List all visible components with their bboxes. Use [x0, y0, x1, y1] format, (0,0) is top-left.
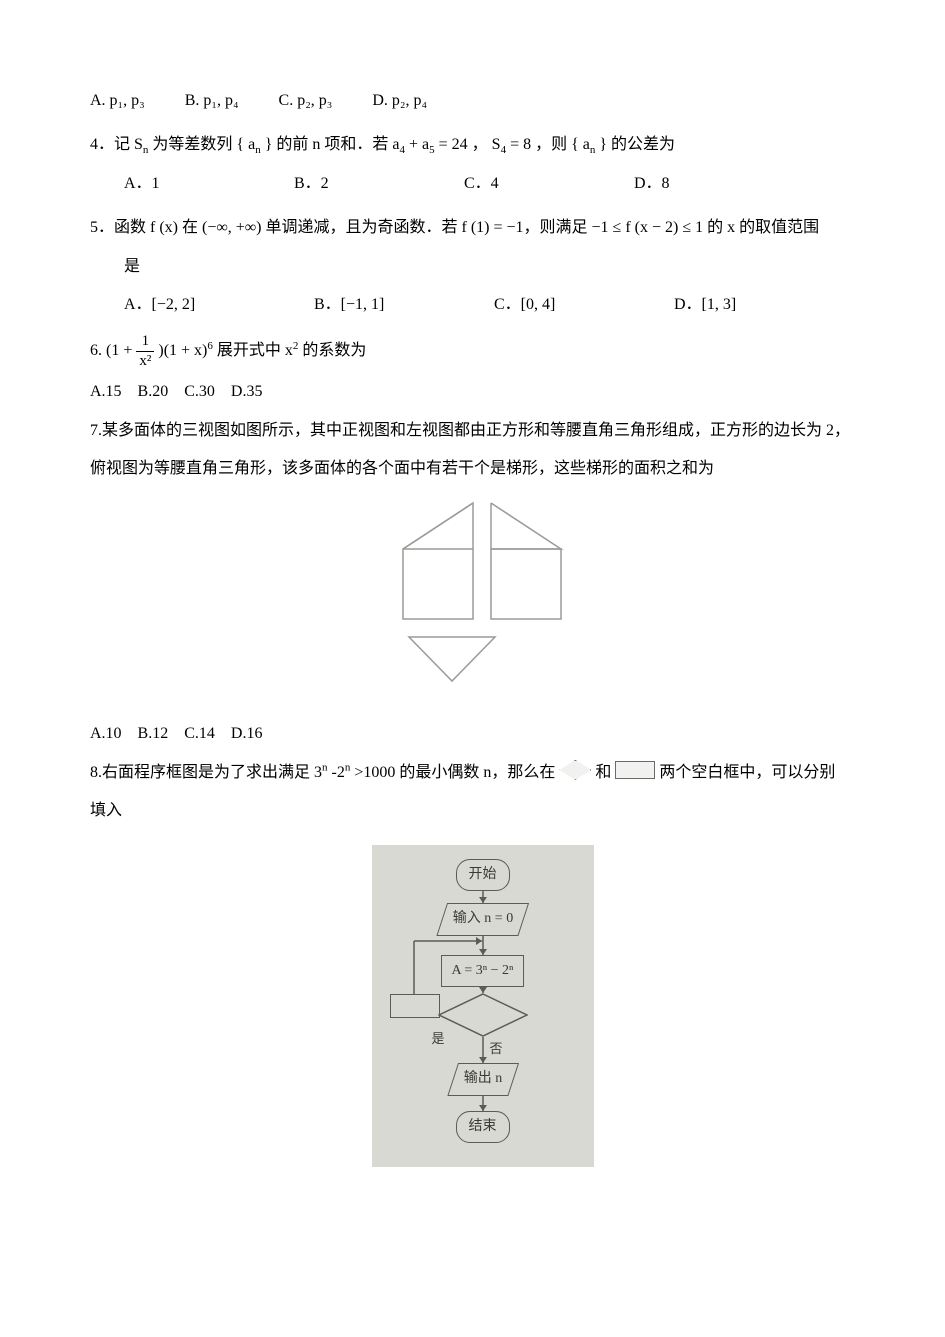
q6-stem: 6. (1 + 1 x² )(1 + x)6 展开式中 x2 的系数为 — [90, 334, 875, 369]
q5-opt-c: C．[0, 4] — [494, 290, 674, 320]
q4-sub1: n — [143, 145, 149, 157]
q6-frac-num: 1 — [136, 334, 154, 352]
flow-process: A = 3ⁿ − 2ⁿ — [441, 955, 525, 988]
q5-opt-a: A．[−2, 2] — [124, 290, 314, 320]
flow-end: 结束 — [456, 1111, 510, 1144]
q3-opt-a: A. p₁, p₃ — [90, 86, 145, 116]
flow-input: 输入 n = 0 — [436, 903, 529, 936]
q5-line2: 是 — [124, 252, 875, 282]
q6-frac-den: x² — [136, 352, 154, 369]
q8-sup1: n — [322, 762, 328, 774]
q5-line1: 5．函数 f (x) 在 (−∞, +∞) 单调递减，且为奇函数．若 f (1)… — [90, 213, 875, 243]
q4-sub4: 5 — [429, 145, 435, 157]
three-views-svg — [373, 499, 593, 709]
q4-sub6: n — [590, 145, 596, 157]
flow-start: 开始 — [456, 859, 510, 892]
q4-t5: = 24 ， S — [439, 136, 501, 153]
q4-sub2: n — [255, 145, 261, 157]
flow-decision — [438, 993, 528, 1037]
q4-sub5: 4 — [501, 145, 507, 157]
q4-t7: } 的公差为 — [599, 136, 675, 153]
q8-flowchart: 开始 输入 n = 0 A = 3ⁿ − 2ⁿ 输出 n 结束 是 否 — [90, 845, 875, 1167]
q3-opt-d: D. p₂, p₄ — [372, 86, 427, 116]
flow-input-text: 输入 n = 0 — [452, 906, 512, 933]
q4-t4: + a — [409, 136, 429, 153]
q8-t2: -2 — [332, 764, 345, 781]
q4-opt-a: A．1 — [124, 169, 294, 199]
q8-line2: 填入 — [90, 796, 875, 826]
q8-line1: 8.右面程序框图是为了求出满足 3n -2n >1000 的最小偶数 n，那么在… — [90, 757, 875, 788]
q4-t3: } 的前 n 项和．若 a — [265, 136, 400, 153]
q3-options: A. p₁, p₃ B. p₁, p₄ C. p₂, p₃ D. p₂, p₄ — [90, 86, 875, 116]
q4-t2: 为等差数列 { a — [152, 136, 255, 153]
flow-output-text: 输出 n — [463, 1066, 502, 1093]
q4-opt-d: D．8 — [634, 169, 804, 199]
flow-blank-box — [390, 994, 440, 1018]
flow-output: 输出 n — [447, 1063, 518, 1096]
q6-t1: 6. (1 + — [90, 343, 136, 360]
q6-sup6: 6 — [207, 340, 213, 352]
q5-opt-d: D．[1, 3] — [674, 290, 834, 320]
q7-line1: 7.某多面体的三视图如图所示，其中正视图和左视图都由正方形和等腰直角三角形组成，… — [90, 416, 875, 446]
q6-frac: 1 x² — [136, 334, 154, 369]
q5-options: A．[−2, 2] B．[−1, 1] C．[0, 4] D．[1, 3] — [124, 290, 875, 320]
rect-blank-icon — [615, 761, 655, 779]
q4-t1: 4．记 S — [90, 136, 143, 153]
flow-yes-label: 是 — [432, 1027, 445, 1052]
flow-no-label: 否 — [490, 1037, 503, 1062]
q8-t3: >1000 的最小偶数 n，那么在 — [354, 764, 559, 781]
q8-t4: 和 — [595, 764, 615, 781]
q7-figure — [90, 499, 875, 709]
q8-t5: 两个空白框中，可以分别 — [659, 764, 835, 781]
diamond-blank-icon — [559, 760, 591, 780]
q6-t2: )(1 + x) — [158, 343, 207, 360]
q8-t1: 8.右面程序框图是为了求出满足 3 — [90, 764, 322, 781]
q7-line2: 俯视图为等腰直角三角形，该多面体的各个面中有若干个是梯形，这些梯形的面积之和为 — [90, 454, 875, 484]
q5-opt-b: B．[−1, 1] — [314, 290, 494, 320]
q4-options: A．1 B．2 C．4 D．8 — [124, 169, 875, 199]
q8-sup2: n — [345, 762, 351, 774]
q6-sup2: 2 — [293, 340, 299, 352]
q3-opt-b: B. p₁, p₄ — [185, 86, 239, 116]
q6-t3: 展开式中 x — [217, 343, 293, 360]
q4-opt-b: B．2 — [294, 169, 464, 199]
q4-sub3: 4 — [400, 145, 406, 157]
q3-opt-c: C. p₂, p₃ — [279, 86, 333, 116]
q4-t6: = 8 ，则 { a — [510, 136, 590, 153]
q4-stem: 4．记 Sn 为等差数列 { an } 的前 n 项和．若 a4 + a5 = … — [90, 130, 875, 160]
q7-options: A.10 B.12 C.14 D.16 — [90, 719, 875, 749]
q6-t4: 的系数为 — [302, 343, 366, 360]
q6-options: A.15 B.20 C.30 D.35 — [90, 377, 875, 407]
q4-opt-c: C．4 — [464, 169, 634, 199]
